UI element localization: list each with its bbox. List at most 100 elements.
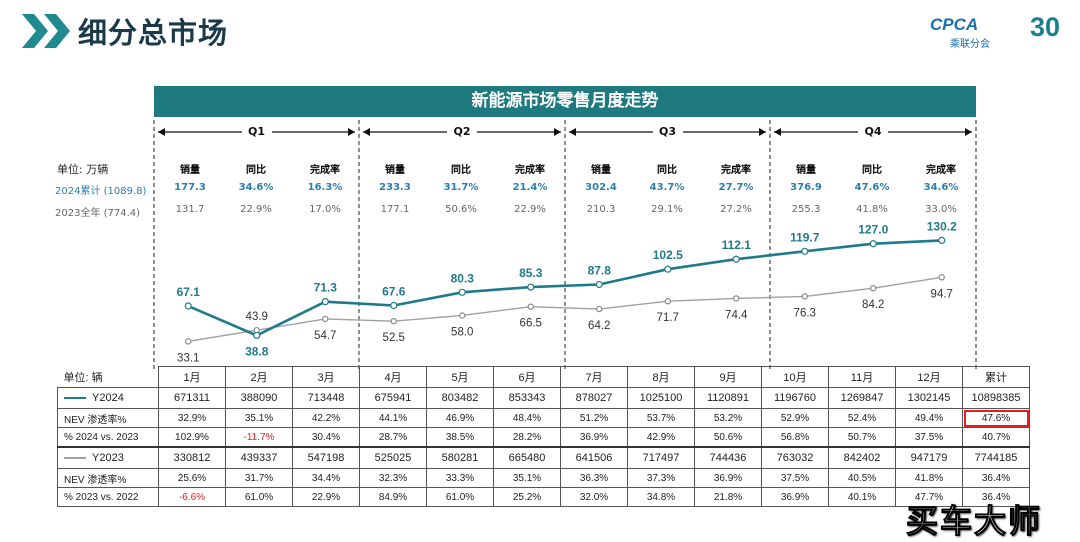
data-point	[664, 265, 672, 273]
table-cell: 36.9%	[694, 468, 762, 488]
summary-cell: 33.0%	[925, 204, 957, 215]
summary-cell: 同比	[246, 165, 266, 176]
table-cell: 34.4%	[292, 468, 360, 488]
data-point	[801, 247, 809, 255]
table-cell: 30.4%	[292, 427, 360, 448]
table-month-5: 5月	[426, 366, 494, 388]
table-cell: 641506	[560, 446, 628, 469]
table-row: % 2023 vs. 2022 -6.6% 61.0% 22.9% 84.9% 61.0%…	[57, 487, 1030, 507]
table-cell: 28.7%	[359, 427, 427, 448]
data-label: 84.2	[862, 299, 884, 311]
data-label: 58.0	[451, 326, 473, 338]
table-cell: 744436	[694, 446, 762, 469]
data-point	[869, 240, 877, 248]
data-label: 38.8	[245, 344, 269, 358]
data-label: 74.4	[725, 309, 748, 321]
summary-cell: 34.6%	[923, 182, 959, 193]
table-cell: 61.0%	[225, 487, 293, 507]
summary-cell: 16.3%	[307, 182, 343, 193]
summary-cell: 29.1%	[651, 204, 683, 215]
summary-cell: 27.7%	[718, 182, 754, 193]
data-point	[732, 255, 740, 263]
table-cell: 1196760	[761, 387, 829, 409]
table-cell: 1269847	[828, 387, 896, 409]
summary-cell: 完成率	[721, 165, 751, 176]
summary-cell: 177.1	[380, 204, 410, 215]
arrow-head-icon	[774, 128, 781, 136]
quarter-label: Q2	[447, 125, 477, 138]
table-cell: 35.1%	[225, 408, 293, 428]
data-point	[664, 298, 671, 305]
table-cell: 330812	[158, 446, 226, 469]
table-cell: 713448	[292, 387, 360, 409]
table-cell: 40.1%	[828, 487, 896, 507]
summary-cell: 21.4%	[512, 182, 548, 193]
table-cell: 947179	[895, 446, 963, 469]
table-cell: 53.7%	[627, 408, 695, 428]
data-label: 94.7	[931, 288, 953, 300]
table-cell: 31.7%	[225, 468, 293, 488]
table-cell: 51.2%	[560, 408, 628, 428]
table-month-4: 4月	[359, 366, 427, 388]
table-cell: 32.0%	[560, 487, 628, 507]
data-point	[733, 295, 740, 302]
table-cell: 37.5%	[761, 468, 829, 488]
summary-cell: 47.6%	[854, 182, 890, 193]
summary-cell: 完成率	[926, 165, 956, 176]
table-month-3: 3月	[292, 366, 360, 388]
table-cell: 50.7%	[828, 427, 896, 448]
data-label: 85.3	[519, 266, 543, 280]
logo-text: CPCA	[930, 15, 979, 34]
table-cell: 37.5%	[895, 427, 963, 448]
table-cell: 44.1%	[359, 408, 427, 428]
summary-cell: 同比	[657, 165, 677, 176]
watermark: 买车大师	[905, 502, 1043, 541]
table-cell: 33.3%	[426, 468, 494, 488]
series-line-y2023	[188, 276, 942, 343]
table-cell: 525025	[359, 446, 427, 469]
data-label: 119.7	[790, 230, 820, 244]
data-label: 71.7	[657, 312, 679, 324]
summary-cell: 同比	[862, 165, 882, 176]
summary-cell: 34.6%	[238, 182, 274, 193]
data-point	[459, 312, 466, 319]
table-cell: 84.9%	[359, 487, 427, 507]
arrow-head-icon	[965, 128, 972, 136]
legend-swatch	[64, 397, 86, 400]
quarter-label: Q3	[652, 125, 683, 138]
data-point	[458, 288, 466, 296]
table-cell: -6.6%	[158, 487, 226, 507]
table-row: Y2024 671311 388090 713448 675941 803482 85334…	[57, 387, 1030, 409]
quarter-label: Q1	[241, 125, 272, 138]
chart-banner-title: 新能源市场零售月度走势	[154, 86, 976, 117]
summary-cell: 销量	[796, 165, 816, 176]
table-cell: 25.2%	[493, 487, 561, 507]
data-point	[527, 283, 535, 291]
table-cell: 878027	[560, 387, 628, 409]
table-cell: 34.8%	[627, 487, 695, 507]
data-point	[390, 301, 398, 310]
table-cell: 36.4%	[962, 487, 1030, 507]
table-cell: 56.8%	[761, 427, 829, 448]
table-cell: 40.5%	[828, 468, 896, 488]
summary-unit-label: 单位: 万辆	[57, 163, 109, 176]
table-cell: 671311	[158, 387, 226, 409]
data-label: 52.5	[383, 332, 405, 344]
data-point	[321, 298, 329, 306]
table-cell: 36.3%	[560, 468, 628, 488]
table-cell: 38.5%	[426, 427, 494, 448]
table-cell: 1120891	[694, 387, 762, 409]
summary-cell: 17.0%	[309, 204, 341, 215]
table-cell: 52.9%	[761, 408, 829, 428]
table-row: NEV 渗透率% 25.6% 31.7% 34.4% 32.3% 33.3% 35.1% 36…	[57, 468, 1030, 488]
data-label: 87.8	[588, 263, 612, 277]
table-row-label-text: Y2024	[92, 392, 124, 404]
table-cell: 580281	[426, 446, 494, 469]
table-cell: 35.1%	[493, 468, 561, 488]
table-cell: 102.9%	[158, 427, 226, 448]
data-point	[253, 331, 261, 340]
summary-cell: 销量	[385, 165, 405, 176]
table-cell: 21.8%	[694, 487, 762, 507]
table-cell: 763032	[761, 446, 829, 469]
